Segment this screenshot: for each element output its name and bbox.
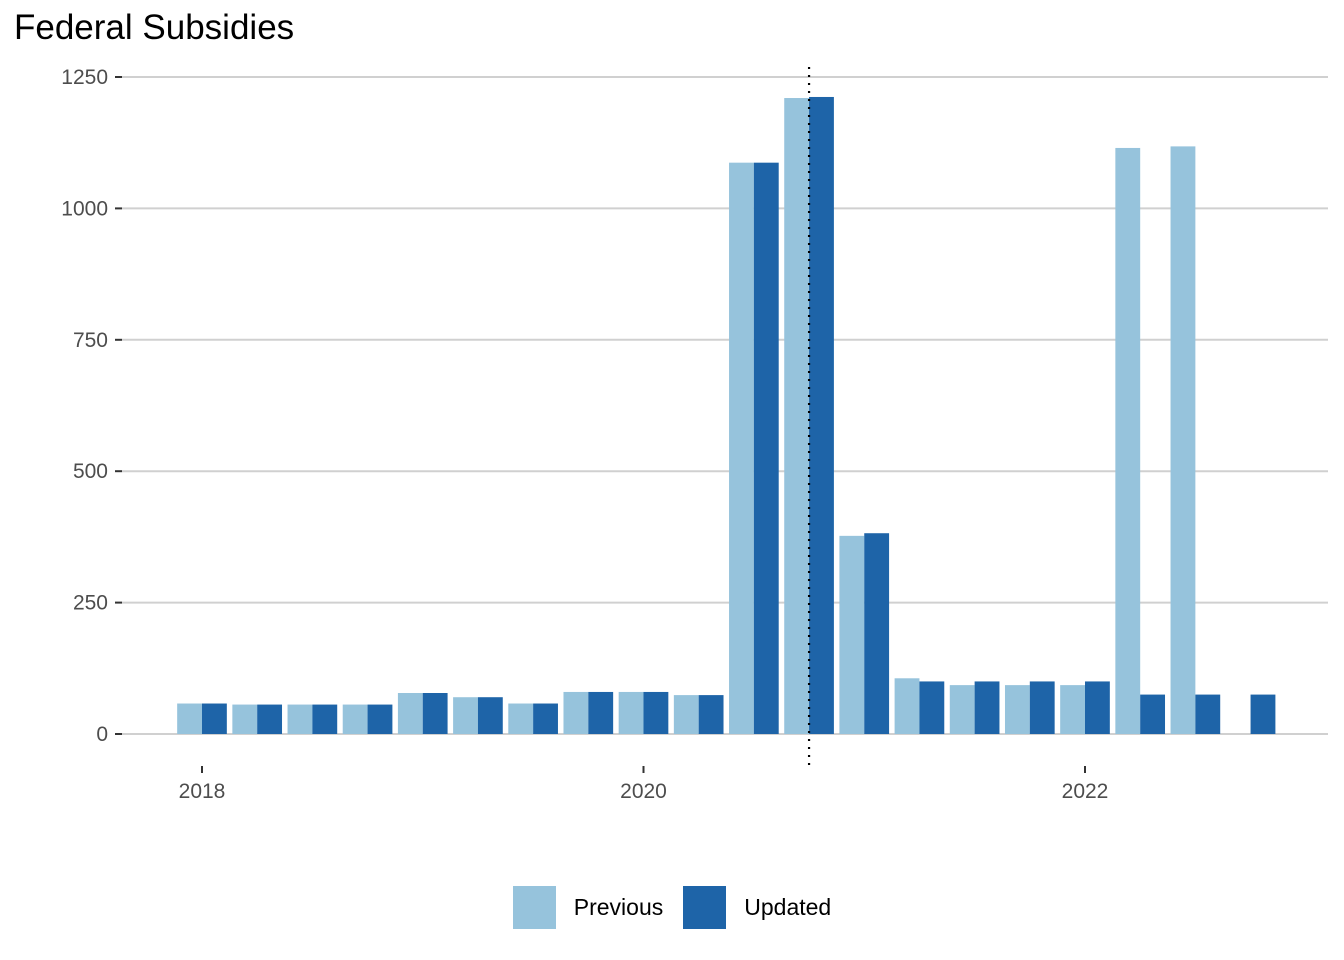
x-axis: 2018 2020 2022: [179, 766, 1109, 803]
legend: Previous Updated: [0, 886, 1344, 929]
bar-updated: [809, 96, 834, 735]
y-tick-label: 0: [96, 723, 108, 746]
bar-updated: [1140, 694, 1166, 734]
legend-label-updated: Updated: [744, 894, 832, 920]
bar-updated: [533, 703, 558, 734]
bar-previous: [949, 685, 975, 734]
bar-updated: [202, 703, 227, 734]
bar-updated: [643, 691, 669, 734]
x-tick-label: 2020: [620, 780, 667, 803]
bar-previous: [342, 704, 368, 734]
bar-previous: [177, 703, 202, 734]
bar-updated: [477, 697, 503, 734]
bar-updated: [257, 704, 283, 734]
legend-label-previous: Previous: [573, 894, 664, 920]
x-tick-label: 2018: [179, 780, 226, 803]
bar-previous: [729, 162, 754, 735]
legend-swatch-previous: [512, 886, 556, 929]
grid-lines: [122, 76, 1328, 735]
bar-updated: [698, 695, 724, 734]
bar-chart: 0 250 500 750 1000 1250 2018 2020 2022: [61, 66, 1328, 803]
y-tick-label: 1000: [61, 197, 108, 220]
bar-updated: [974, 681, 1000, 734]
y-tick-label: 250: [73, 592, 108, 615]
bar-updated: [864, 533, 890, 734]
bar-previous: [618, 691, 644, 734]
bar-updated: [588, 691, 614, 734]
bar-previous: [894, 678, 920, 734]
bar-updated: [312, 704, 338, 734]
bar-previous: [508, 703, 534, 734]
x-tick-label: 2022: [1062, 780, 1109, 803]
bar-previous: [563, 691, 589, 734]
bar-updated: [1029, 681, 1055, 734]
legend-swatch-updated: [683, 886, 727, 929]
y-tick-label: 500: [73, 460, 108, 483]
chart-title: Federal Subsidies: [14, 8, 295, 47]
bar-previous: [1115, 147, 1141, 734]
bar-updated: [919, 681, 945, 734]
legend-item-updated: Updated: [683, 886, 831, 929]
bar-previous: [839, 535, 865, 734]
y-axis: 0 250 500 750 1000 1250: [61, 66, 122, 746]
bar-updated: [422, 693, 448, 734]
bar-previous: [453, 697, 478, 734]
bar-previous: [232, 704, 258, 734]
bar-updated: [367, 704, 393, 734]
bar-previous: [1170, 146, 1196, 734]
y-tick-label: 750: [73, 329, 108, 352]
bar-previous: [1004, 685, 1030, 734]
legend-item-previous: Previous: [512, 886, 664, 929]
bar-updated: [1250, 694, 1276, 734]
bar-previous: [1060, 685, 1085, 734]
bars: [177, 96, 1276, 735]
bar-previous: [397, 693, 423, 734]
bar-updated: [1195, 694, 1221, 734]
bar-previous: [784, 98, 810, 735]
bar-updated: [1085, 681, 1110, 734]
bar-previous: [287, 704, 313, 734]
y-tick-label: 1250: [61, 66, 108, 89]
bar-updated: [753, 162, 779, 735]
bar-previous: [673, 695, 699, 734]
